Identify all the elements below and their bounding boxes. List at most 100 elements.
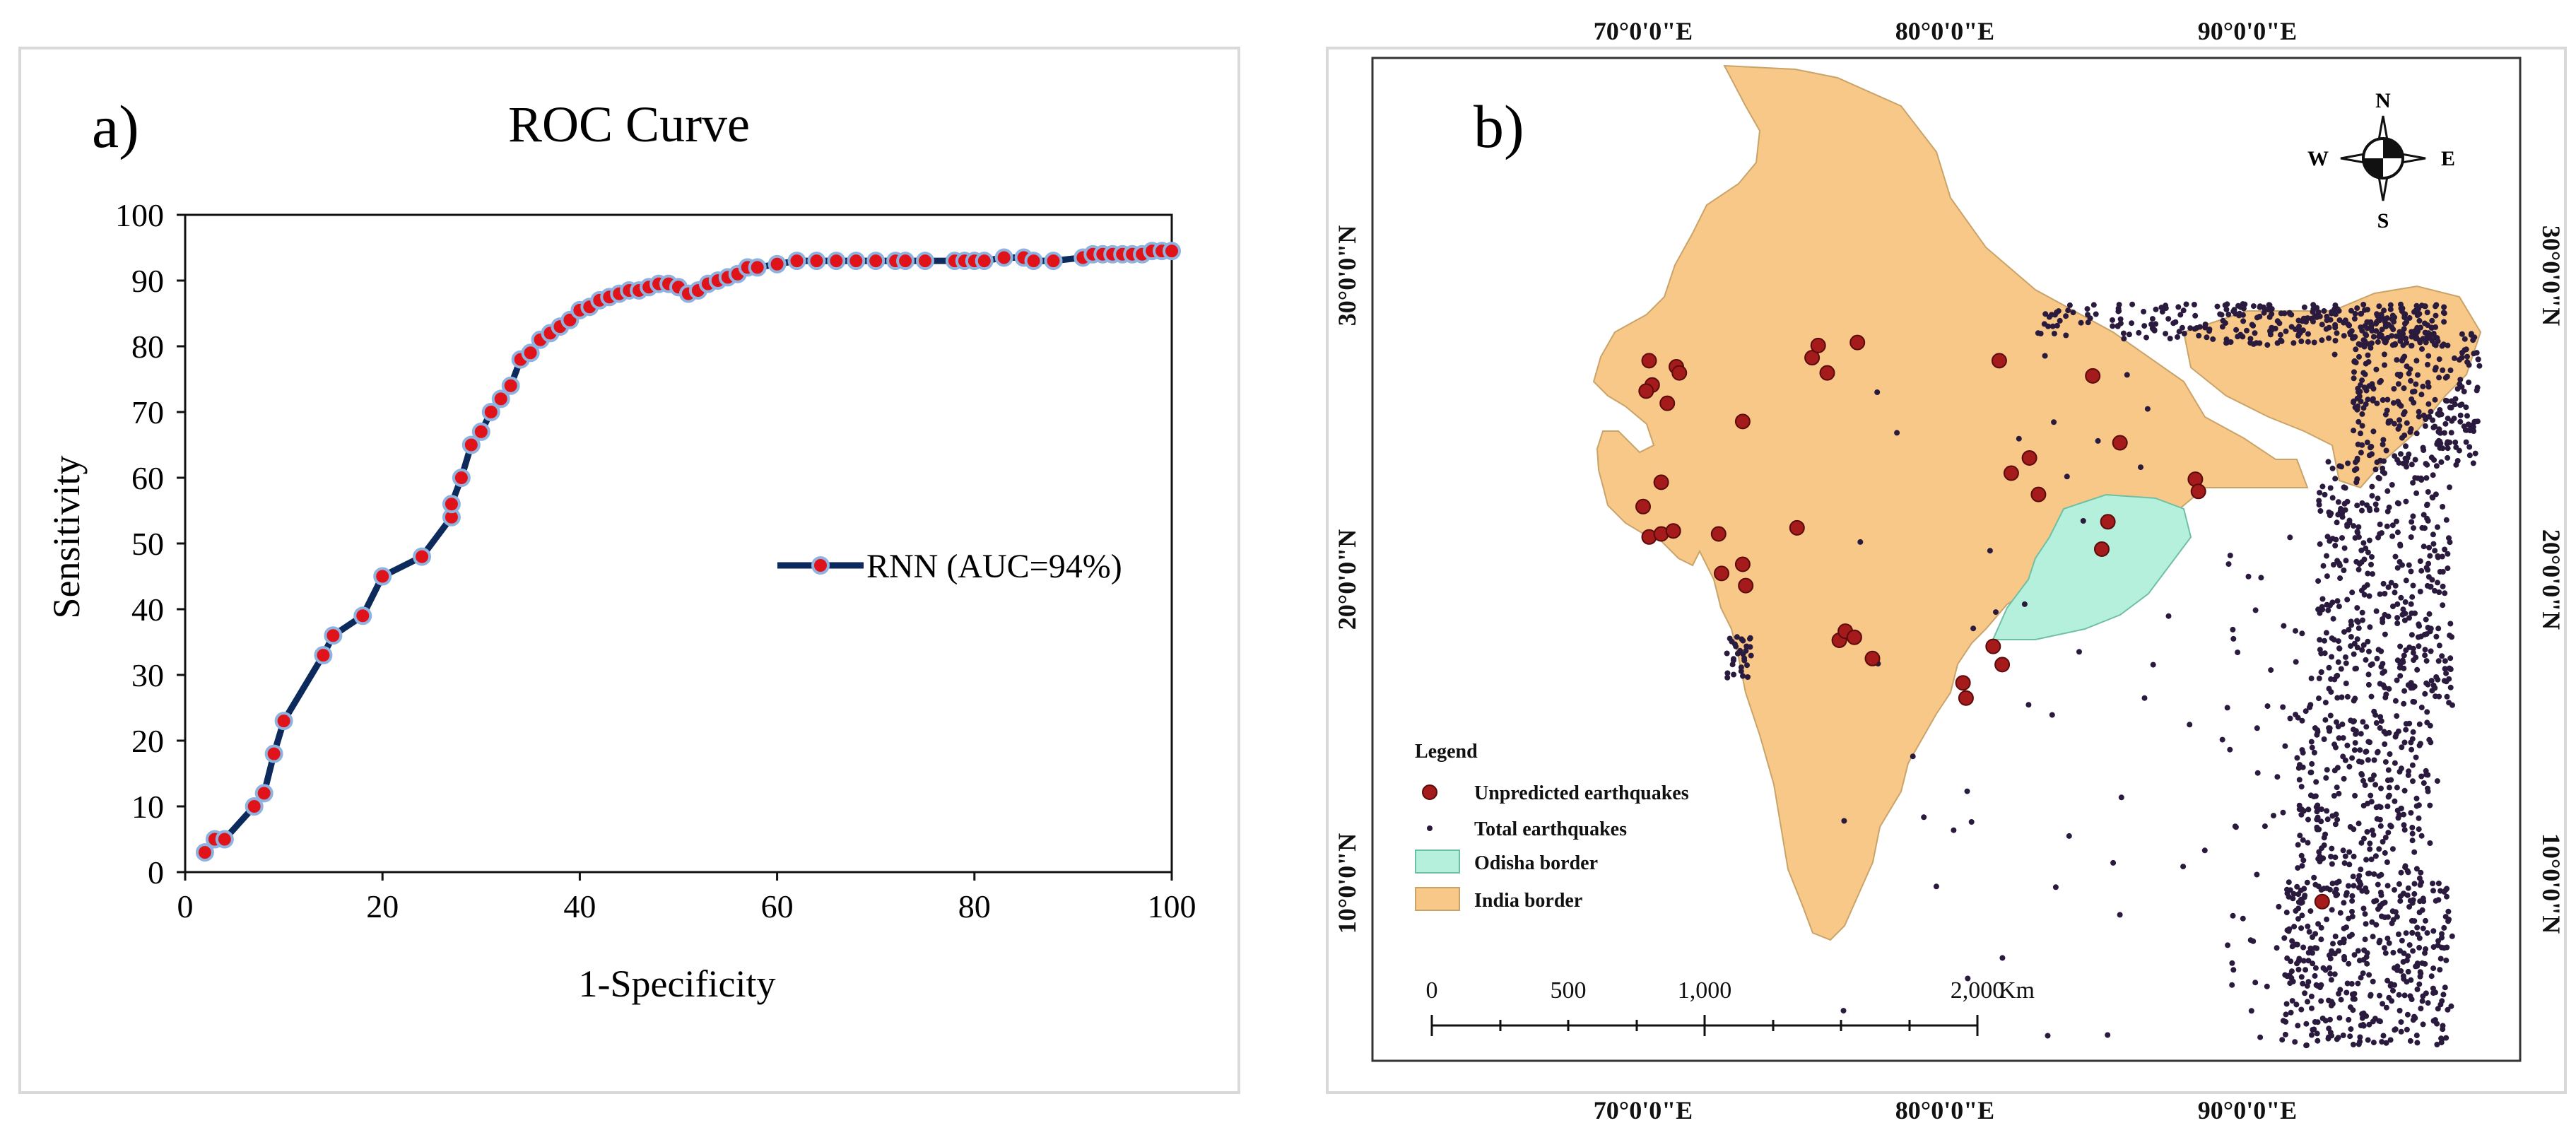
total-earthquake-point	[2346, 883, 2351, 889]
total-earthquake-point	[2404, 958, 2410, 963]
total-earthquake-point	[2441, 430, 2447, 436]
total-earthquake-point	[2351, 428, 2357, 434]
total-earthquake-point	[2409, 396, 2415, 402]
total-earthquake-point	[2308, 993, 2315, 999]
total-earthquake-point	[1921, 814, 1927, 821]
x-tick-label: 60	[761, 888, 794, 924]
total-earthquake-point	[2465, 421, 2471, 428]
total-earthquake-point	[1734, 634, 1740, 640]
total-earthquake-point	[2177, 312, 2184, 318]
total-earthquake-point	[2398, 403, 2404, 409]
total-earthquake-point	[2315, 1037, 2321, 1044]
total-earthquake-point	[2295, 966, 2302, 972]
total-earthquake-point	[2305, 979, 2312, 985]
total-earthquake-point	[2428, 584, 2433, 590]
total-earthquake-point	[2408, 601, 2414, 607]
legend-odisha-swatch	[1415, 849, 1460, 874]
total-earthquake-point	[2296, 764, 2302, 770]
total-earthquake-point	[2353, 479, 2360, 486]
total-earthquake-point	[2397, 643, 2404, 649]
map-legend: Legend Unpredicted earthquakes Total ear…	[1415, 741, 1689, 912]
unpredicted-earthquake-point	[1958, 690, 1974, 706]
total-earthquake-point	[2370, 334, 2377, 340]
total-earthquake-point	[2316, 498, 2322, 504]
total-earthquake-point	[2240, 915, 2246, 922]
total-earthquake-point	[2305, 331, 2311, 337]
total-earthquake-point	[2298, 784, 2305, 790]
total-earthquake-point	[2445, 342, 2451, 348]
data-point	[274, 712, 293, 731]
total-earthquake-point	[2433, 463, 2440, 469]
total-earthquake-point	[2327, 1016, 2333, 1023]
total-earthquake-point	[2398, 594, 2404, 601]
unpredicted-earthquake-point	[1991, 353, 2007, 369]
total-earthquake-point	[2414, 963, 2421, 969]
total-earthquake-point	[2435, 1006, 2441, 1012]
total-earthquake-point	[2370, 396, 2376, 402]
total-earthquake-point	[2446, 700, 2452, 706]
bottom-tick-80e: 80°0'0"E	[1895, 1096, 1994, 1123]
total-earthquake-point	[2401, 617, 2408, 623]
total-earthquake-point	[2433, 303, 2438, 310]
total-earthquake-point	[2389, 482, 2395, 488]
total-earthquake-point	[2375, 906, 2381, 912]
total-earthquake-point	[1748, 652, 1754, 659]
total-earthquake-point	[2403, 498, 2409, 505]
total-earthquake-point	[2418, 475, 2424, 481]
total-earthquake-point	[2269, 311, 2275, 317]
total-earthquake-point	[2390, 327, 2396, 333]
total-earthquake-point	[2192, 312, 2199, 319]
total-earthquake-point	[2117, 320, 2124, 327]
total-earthquake-point	[2380, 670, 2386, 676]
total-earthquake-point	[2417, 898, 2423, 905]
total-earthquake-point	[2365, 570, 2371, 577]
chart-axes	[177, 213, 1173, 881]
total-earthquake-point	[2448, 404, 2454, 411]
total-earthquake-point	[2437, 967, 2443, 973]
total-earthquake-point	[2442, 421, 2449, 427]
total-earthquake-point	[2328, 854, 2334, 859]
total-earthquake-point	[2341, 925, 2347, 931]
total-earthquake-point	[2440, 569, 2446, 575]
total-earthquake-point	[2175, 304, 2182, 310]
total-earthquake-point	[2445, 551, 2451, 557]
total-earthquake-point	[2382, 849, 2388, 856]
total-earthquake-point	[2315, 921, 2322, 927]
total-earthquake-point	[2413, 358, 2420, 364]
total-earthquake-point	[2397, 893, 2404, 900]
total-earthquake-point	[2464, 353, 2470, 360]
total-earthquake-point	[2416, 935, 2423, 941]
total-earthquake-point	[2401, 688, 2408, 694]
total-earthquake-point	[2398, 333, 2404, 339]
total-earthquake-point	[2204, 334, 2210, 341]
total-earthquake-point	[2143, 334, 2149, 341]
total-earthquake-point	[2141, 308, 2147, 314]
total-earthquake-point	[2326, 997, 2331, 1004]
total-earthquake-point	[2402, 455, 2409, 461]
total-earthquake-point	[2365, 671, 2372, 678]
total-earthquake-point	[2426, 544, 2433, 551]
total-earthquake-point	[2324, 573, 2330, 580]
total-earthquake-point	[2386, 994, 2392, 1001]
total-earthquake-point	[2390, 949, 2396, 956]
total-earthquake-point	[2409, 825, 2416, 830]
total-earthquake-point	[2368, 693, 2375, 700]
total-earthquake-point	[1951, 827, 1957, 833]
total-earthquake-point	[2417, 882, 2423, 888]
total-earthquake-point	[2457, 402, 2464, 408]
total-earthquake-point	[2355, 619, 2361, 625]
total-earthquake-point	[2367, 846, 2373, 852]
total-earthquake-point	[2394, 333, 2399, 339]
total-earthquake-point	[2443, 957, 2449, 963]
legend-total-swatch	[1427, 825, 1433, 831]
total-earthquake-point	[2153, 306, 2159, 312]
total-earthquake-point	[2351, 375, 2357, 382]
total-earthquake-point	[2410, 685, 2416, 691]
total-earthquake-point	[2225, 311, 2232, 317]
total-earthquake-point	[2244, 327, 2249, 334]
total-earthquake-point	[2348, 328, 2355, 334]
total-earthquake-point	[2358, 881, 2364, 888]
total-earthquake-point	[2387, 306, 2394, 312]
total-earthquake-point	[2338, 996, 2344, 1003]
total-earthquake-point	[2423, 772, 2430, 777]
